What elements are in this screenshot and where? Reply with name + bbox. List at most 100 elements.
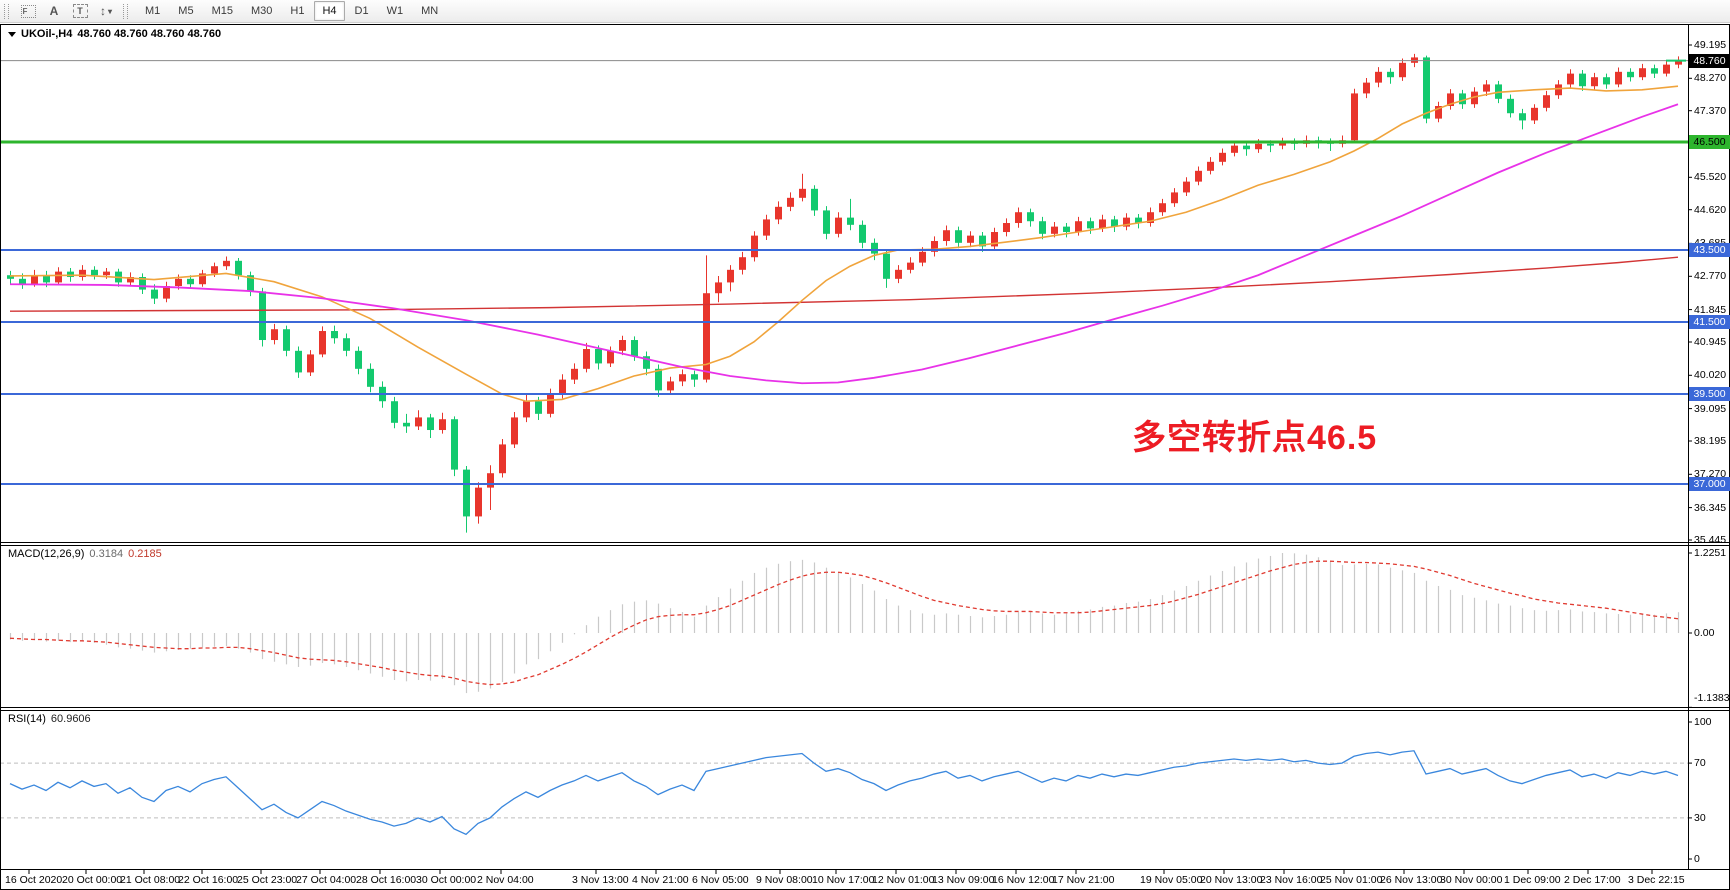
- ma-mid-line: [9, 103, 1679, 385]
- candle-body: [43, 275, 50, 283]
- candle-body: [1123, 217, 1130, 227]
- candle-body: [691, 374, 698, 380]
- candle-body: [811, 188, 818, 211]
- symbol-title[interactable]: UKOil-,H4 48.760 48.760 48.760 48.760: [8, 28, 221, 40]
- candle-body: [1147, 212, 1154, 224]
- candle-body: [1159, 203, 1166, 213]
- chart-window-border: [0, 24, 1730, 890]
- price-tick-label: 39.095: [1694, 402, 1727, 415]
- candle-body: [1051, 226, 1058, 234]
- candle-body: [307, 354, 314, 373]
- time-tick-label: 25 Nov 01:00: [1320, 874, 1383, 886]
- symbol-dropdown-icon[interactable]: [8, 31, 16, 37]
- fibonacci-icon: F: [20, 4, 36, 18]
- period-button-m5[interactable]: M5: [178, 5, 194, 17]
- candle-body: [859, 224, 866, 243]
- time-tick-label: 19 Nov 05:00: [1140, 874, 1203, 886]
- period-button-m15[interactable]: M15: [211, 5, 233, 17]
- toolbar-grip-periods[interactable]: [123, 3, 128, 19]
- candle-body: [727, 269, 734, 283]
- candle-body: [571, 368, 578, 380]
- fibonacci-tool-button[interactable]: F: [15, 1, 41, 22]
- symbol-ohlc: 48.760 48.760 48.760 48.760: [77, 28, 222, 40]
- rsi-tick-label: 100: [1694, 716, 1712, 728]
- time-tick-label: 3 Nov 13:00: [572, 874, 629, 886]
- candle-body: [1567, 73, 1574, 85]
- candle-body: [883, 253, 890, 279]
- candle-body: [1543, 95, 1550, 108]
- candle-body: [1615, 71, 1622, 85]
- candle-body: [919, 251, 926, 263]
- annotation-text[interactable]: 多空转折点46.5: [1132, 419, 1378, 457]
- price-tick-label: 38.195: [1694, 435, 1727, 447]
- candle-body: [1507, 98, 1514, 114]
- macd-value: 0.3184: [89, 548, 124, 560]
- time-tick-label: 10 Nov 17:00: [812, 874, 875, 886]
- price-marker-box-37-000: 37.000: [1689, 477, 1730, 492]
- candle-body: [847, 217, 854, 225]
- candle-body: [451, 419, 458, 470]
- candle-body: [1351, 93, 1358, 141]
- time-tick-label: 20 Nov 13:00: [1200, 874, 1263, 886]
- candle-body: [487, 473, 494, 488]
- period-button-d1[interactable]: D1: [354, 5, 369, 17]
- candle-body: [523, 401, 530, 418]
- macd-name: MACD(12,26,9): [8, 548, 85, 560]
- dropdown-caret-icon[interactable]: ▾: [107, 6, 112, 16]
- time-tick-label: 30 Oct 00:00: [416, 874, 477, 886]
- candle-body: [787, 197, 794, 207]
- period-button-w1[interactable]: W1: [386, 5, 404, 17]
- candle-body: [1363, 82, 1370, 94]
- candle-body: [283, 329, 290, 351]
- time-tick-label: 4 Nov 21:00: [632, 874, 689, 886]
- rsi-name: RSI(14): [8, 713, 46, 725]
- candle-body: [823, 210, 830, 234]
- candle-body: [1435, 106, 1442, 119]
- candle-body: [187, 278, 194, 285]
- candle-body: [1279, 142, 1286, 146]
- arrows-tool-button[interactable]: ↕ ▾: [93, 1, 119, 22]
- candle-body: [199, 273, 206, 285]
- rsi-panel[interactable]: [0, 750, 1688, 836]
- candle-body: [1003, 223, 1010, 233]
- timeframe-toolbar: M1 M5 M15 M30 H1 H4 D1 W1 MN: [136, 1, 447, 21]
- candle-body: [415, 417, 422, 427]
- price-tick-label: 45.520: [1694, 171, 1727, 184]
- macd-panel[interactable]: [9, 553, 1680, 694]
- candle-body: [1027, 212, 1034, 222]
- candle-body: [7, 275, 14, 279]
- candlestick-series[interactable]: [7, 53, 1682, 533]
- candle-body: [1603, 77, 1610, 85]
- period-button-mn[interactable]: MN: [421, 5, 439, 17]
- candle-body: [1447, 93, 1454, 107]
- candle-body: [1651, 68, 1658, 74]
- period-button-m30[interactable]: M30: [250, 5, 273, 17]
- price-tick-label: 36.345: [1694, 501, 1727, 514]
- candle-body: [1063, 226, 1070, 233]
- macd-signal-value: 0.2185: [128, 548, 162, 560]
- candle-body: [1663, 64, 1670, 74]
- macd-tick-label: -1.1383: [1694, 692, 1730, 704]
- candle-body: [1207, 161, 1214, 171]
- period-button-m1[interactable]: M1: [145, 5, 161, 17]
- candle-body: [1387, 71, 1394, 78]
- candle-body: [1195, 170, 1202, 182]
- time-tick-label: 17 Nov 21:00: [1052, 874, 1115, 886]
- candle-body: [1135, 217, 1142, 224]
- candle-body: [79, 269, 86, 278]
- time-tick-label: 16 Oct 2020: [5, 874, 63, 886]
- candle-body: [355, 350, 362, 369]
- candle-body: [967, 235, 974, 243]
- price-tick-label: 40.020: [1694, 369, 1727, 382]
- period-button-h4[interactable]: H4: [314, 1, 345, 21]
- text-tool-button[interactable]: A: [41, 1, 67, 22]
- rsi-tick-label: 0: [1694, 853, 1700, 865]
- period-button-h1[interactable]: H1: [290, 5, 305, 17]
- text-label-tool-button[interactable]: T: [67, 1, 93, 22]
- time-tick-label: 25 Oct 23:00: [237, 874, 298, 886]
- toolbar-grip[interactable]: [4, 3, 9, 19]
- chart-canvas[interactable]: [0, 24, 1730, 890]
- candle-body: [955, 230, 962, 243]
- candle-body: [163, 286, 170, 299]
- candle-body: [235, 260, 242, 276]
